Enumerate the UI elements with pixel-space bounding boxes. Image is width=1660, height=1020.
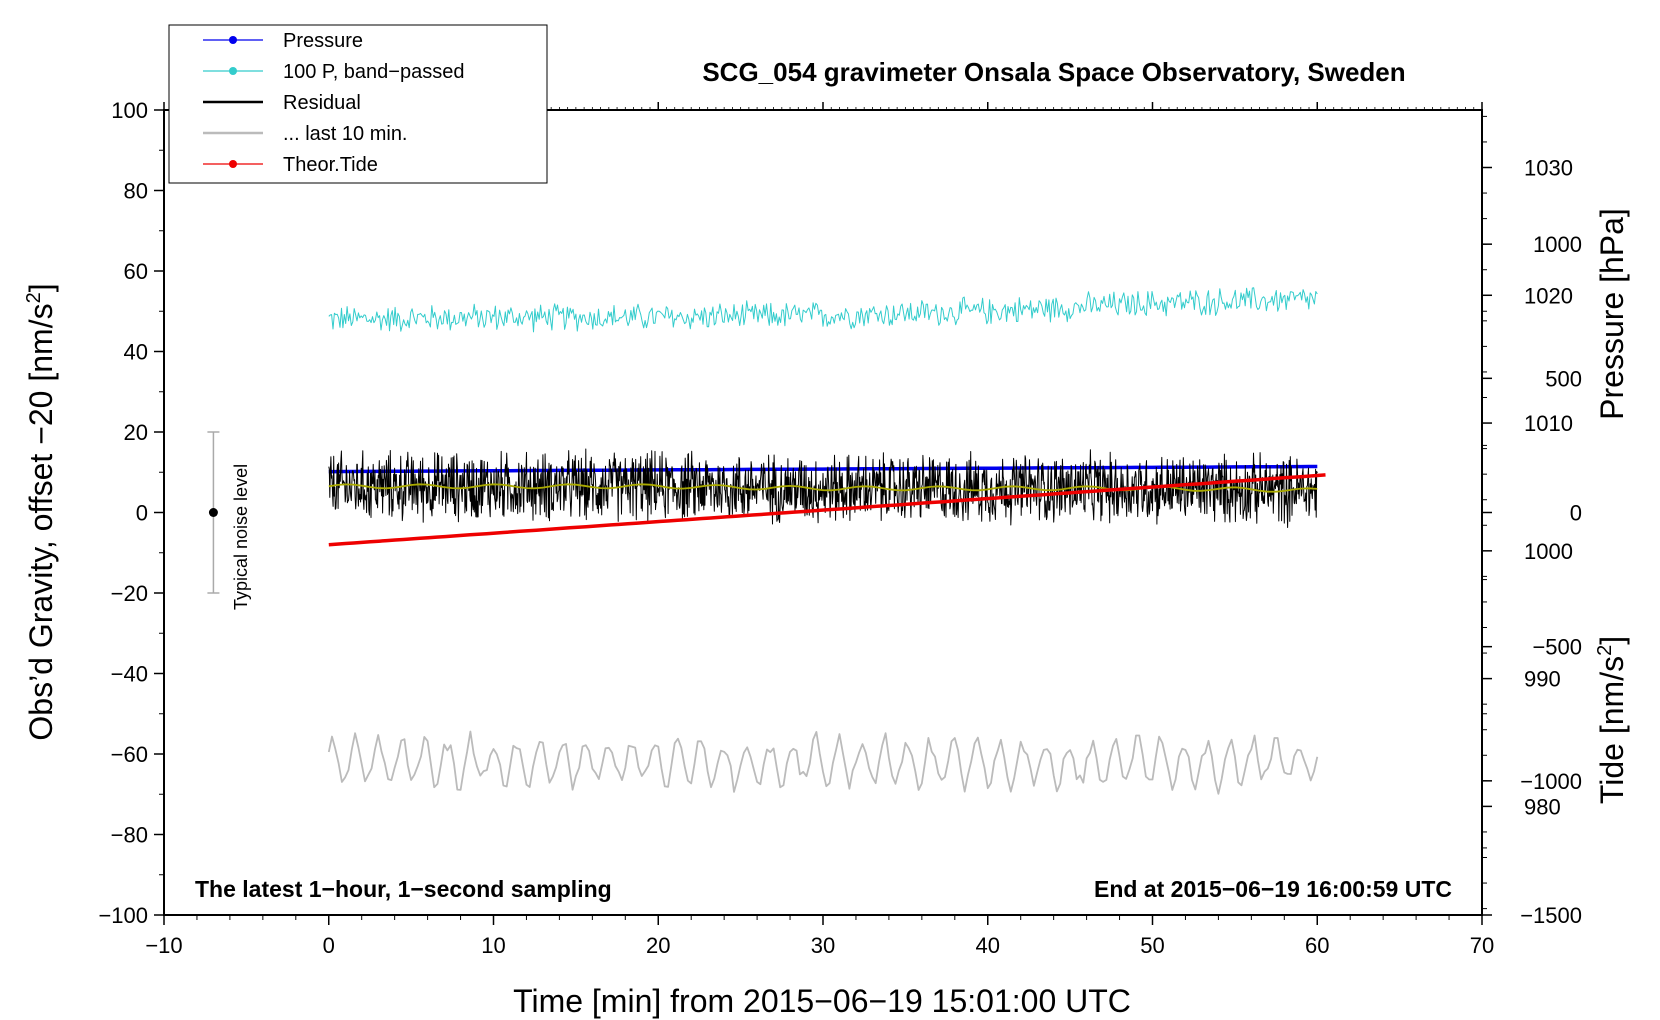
pressure-tick-label: 1000 xyxy=(1524,539,1573,564)
series-theor-tide xyxy=(328,473,1326,547)
x-tick-label: 40 xyxy=(976,933,1000,958)
x-tick-label: 0 xyxy=(323,933,335,958)
tide-tick-label: −1000 xyxy=(1520,769,1582,794)
legend-box xyxy=(168,24,548,184)
legend-item: Theor.Tide xyxy=(203,154,378,176)
series-line xyxy=(328,464,1318,474)
y-axis-title-left: Obs’d Gravity, offset −20 [nm/s2] xyxy=(23,283,59,740)
x-axis-title: Time [min] from 2015−06−19 15:01:00 UTC xyxy=(513,983,1131,1019)
y-tick-label: 100 xyxy=(111,98,148,123)
axis-ticks xyxy=(154,102,1492,925)
x-tick-label: 20 xyxy=(646,933,670,958)
y-tick-label: 60 xyxy=(124,259,148,284)
series-line xyxy=(328,287,1318,333)
x-tick-label: 10 xyxy=(481,933,505,958)
tide-tick-labels: −1500 −1000 −500 0 500 1000 xyxy=(1520,232,1582,928)
legend-label: ... last 10 min. xyxy=(283,123,408,145)
series--last-10-min- xyxy=(327,730,1319,795)
pressure-tick-labels: 980 990 1000 1010 1020 1030 xyxy=(1524,156,1573,820)
x-tick-labels: −10 0 10 20 30 40 50 60 70 xyxy=(145,933,1494,958)
pressure-tick-label: 1010 xyxy=(1524,411,1573,436)
chart-title: SCG_054 gravimeter Onsala Space Observat… xyxy=(702,57,1405,87)
legend-marker xyxy=(229,160,237,168)
x-tick-label: 30 xyxy=(811,933,835,958)
y-tick-label: −60 xyxy=(111,742,148,767)
x-tick-label: 50 xyxy=(1140,933,1164,958)
noise-center-dot xyxy=(208,508,218,517)
y-tick-label: −80 xyxy=(111,823,148,848)
pressure-tick-label: 980 xyxy=(1524,794,1561,819)
series-layer xyxy=(327,287,1326,795)
y-tick-label: −40 xyxy=(111,662,148,687)
y-tick-labels: −100 −80 −60 −40 −20 0 20 40 60 80 100 xyxy=(98,98,148,928)
pressure-tick-label: 990 xyxy=(1524,667,1561,692)
tide-tick-label: 0 xyxy=(1570,501,1582,526)
y-tick-label: 40 xyxy=(124,340,148,365)
legend-marker xyxy=(229,36,237,44)
tide-tick-label: 500 xyxy=(1545,366,1582,391)
x-tick-label: 60 xyxy=(1305,933,1329,958)
y-tick-label: −100 xyxy=(98,903,148,928)
tide-tick-label: 1000 xyxy=(1533,232,1582,257)
annotation-right: End at 2015−06−19 16:00:59 UTC xyxy=(1094,876,1452,902)
legend-item: 100 P, band−passed xyxy=(203,61,464,83)
y-axis-title-pressure: Pressure [hPa] xyxy=(1594,208,1630,420)
noise-level-label: Typical noise level xyxy=(231,464,251,610)
legend-label: Residual xyxy=(283,92,361,114)
y-tick-label: 0 xyxy=(136,501,148,526)
series-100-p-band-passed xyxy=(328,287,1318,333)
x-tick-label: 70 xyxy=(1470,933,1494,958)
tide-tick-label: −500 xyxy=(1532,635,1582,660)
series-residual xyxy=(328,448,1318,528)
legend-label: Theor.Tide xyxy=(283,154,378,176)
series-line xyxy=(327,730,1319,795)
y-tick-label: −20 xyxy=(111,581,148,606)
noise-level-indicator xyxy=(207,431,220,594)
pressure-tick-label: 1020 xyxy=(1524,283,1573,308)
legend: Pressure 100 P, band−passed Residual ... la… xyxy=(168,24,548,184)
y-tick-label: 80 xyxy=(124,179,148,204)
series-line xyxy=(328,473,1326,547)
tide-tick-label: −1500 xyxy=(1520,903,1582,928)
legend-label: Pressure xyxy=(283,30,363,52)
x-tick-label: −10 xyxy=(145,933,182,958)
series-pressure xyxy=(328,464,1318,474)
legend-marker xyxy=(229,67,237,75)
y-tick-label: 20 xyxy=(124,420,148,445)
legend-item: Pressure xyxy=(203,30,363,52)
legend-label: 100 P, band−passed xyxy=(283,61,464,83)
pressure-tick-label: 1030 xyxy=(1524,156,1573,181)
legend-item: ... last 10 min. xyxy=(203,123,408,145)
legend-item: Residual xyxy=(203,92,361,114)
series-line xyxy=(328,448,1318,528)
y-axis-title-tide: Tide [nm/s2] xyxy=(1594,636,1630,804)
annotation-left: The latest 1−hour, 1−second sampling xyxy=(195,876,612,902)
